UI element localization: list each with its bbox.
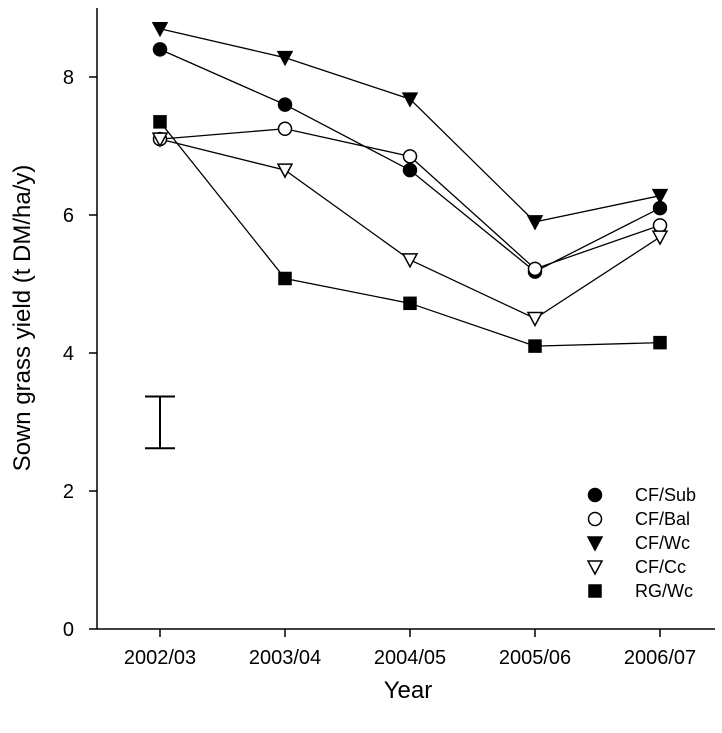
y-tick-label: 4	[63, 343, 74, 365]
x-ticks: 2002/03 2003/04 2004/05 2005/06 2006/07	[124, 629, 696, 669]
error-bar	[145, 395, 175, 450]
legend-marker	[587, 487, 603, 503]
y-tick-label: 0	[63, 619, 74, 641]
data-point	[652, 218, 668, 233]
data-point	[403, 296, 417, 311]
x-axis-title: Year	[384, 677, 433, 704]
axes	[96, 8, 715, 630]
y-tick-label: 8	[63, 67, 74, 89]
legend-marker	[587, 511, 603, 527]
x-tick-label: 2002/03	[124, 647, 196, 669]
series-markers	[151, 21, 669, 353]
data-point	[402, 149, 418, 164]
data-point	[276, 163, 294, 179]
legend: CF/Sub CF/Bal CF/Wc CF/Cc RG/Wc	[586, 485, 696, 601]
data-point	[277, 97, 293, 112]
data-point	[151, 132, 169, 148]
legend-marker	[586, 536, 604, 552]
x-tick-label: 2006/07	[624, 647, 696, 669]
legend-label: RG/Wc	[635, 581, 693, 601]
legend-label: CF/Sub	[635, 485, 696, 505]
y-ticks: 0 2 4 6 8	[63, 67, 97, 641]
data-point	[527, 261, 543, 277]
data-point	[151, 21, 169, 38]
data-point	[651, 230, 669, 246]
data-point	[153, 115, 167, 129]
data-point	[526, 311, 544, 328]
x-tick-label: 2004/05	[374, 647, 446, 669]
legend-label: CF/Wc	[635, 533, 690, 553]
x-tick-label: 2005/06	[499, 647, 571, 669]
data-point	[276, 50, 294, 67]
data-point	[402, 162, 418, 178]
data-point	[528, 339, 542, 353]
data-point	[401, 92, 419, 108]
series-line	[159, 28, 661, 223]
data-point	[277, 121, 293, 136]
legend-marker	[588, 584, 602, 598]
data-point	[526, 215, 544, 231]
y-axis-title: Sown grass yield (t DM/ha/y)	[9, 165, 36, 472]
y-tick-label: 2	[63, 481, 74, 503]
data-point	[152, 42, 168, 57]
legend-label: CF/Bal	[635, 509, 690, 529]
data-point	[653, 335, 667, 350]
data-point	[651, 188, 669, 205]
legend-marker	[586, 560, 604, 576]
data-point	[278, 271, 292, 286]
data-point	[401, 253, 419, 269]
x-tick-label: 2003/04	[249, 647, 321, 669]
legend-label: CF/Cc	[635, 557, 686, 577]
y-tick-label: 6	[63, 205, 74, 227]
